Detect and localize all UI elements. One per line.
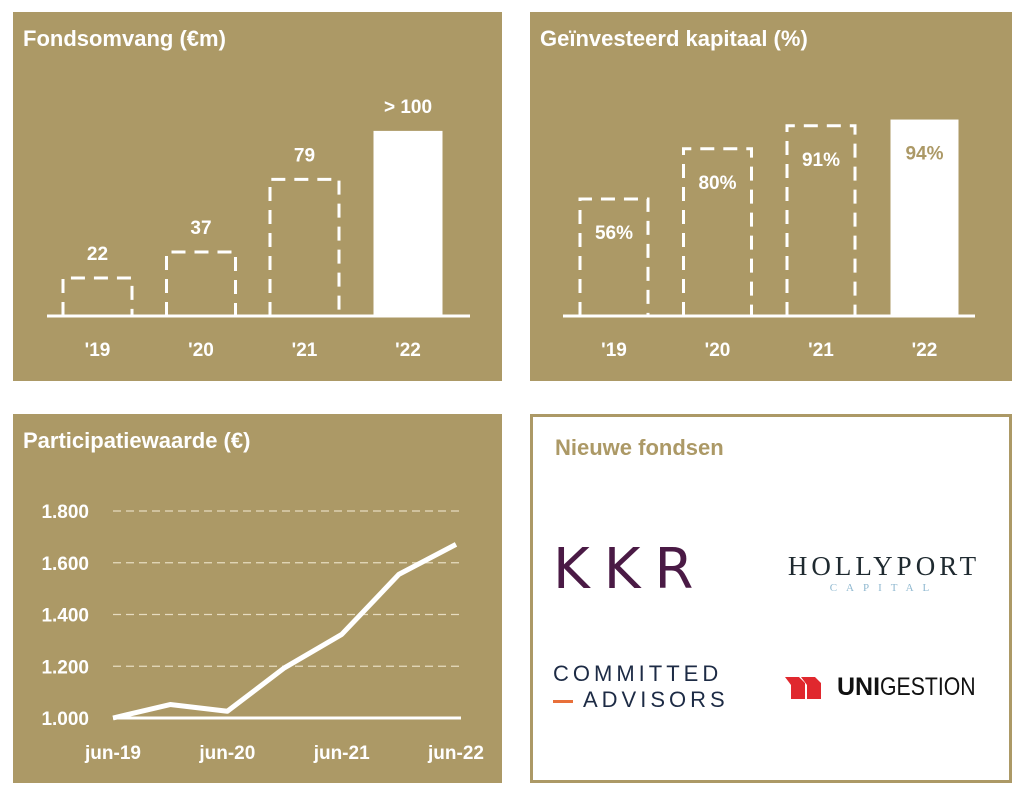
bar [578, 197, 650, 316]
data-label: 22 [87, 244, 108, 265]
participation-value-chart: 1.000 1.200 1.400 1.600 1.800 jun-19 jun-20 jun… [41, 502, 484, 764]
unigestion-logo: UNI GESTION [785, 673, 993, 702]
y-tick-label: 1.000 [41, 709, 89, 730]
x-tick-label: jun-22 [427, 743, 484, 764]
x-tick-label: '22 [395, 340, 421, 361]
data-label: 91% [802, 150, 840, 171]
hollyport-logo: HOLLYPORT CAPITAL [767, 551, 1001, 594]
fund-size-panel: Fondsomvang (€m) 22 '19 37 '20 79 '21 > 100 '22 [13, 12, 502, 381]
gestion-text: GESTION [880, 673, 976, 701]
x-tick-label: '21 [292, 340, 318, 361]
bar [268, 177, 341, 316]
y-tick-label: 1.800 [41, 502, 89, 523]
x-tick-label: jun-19 [84, 743, 141, 764]
data-label: 37 [190, 218, 211, 239]
y-tick-label: 1.400 [41, 606, 89, 627]
kkr-logo: KKR [553, 537, 708, 602]
invested-capital-title: Geïnvesteerd kapitaal (%) [540, 26, 808, 51]
data-label: 56% [595, 223, 633, 244]
orange-dash [553, 699, 573, 703]
series-line [112, 542, 458, 721]
y-tick-label: 1.200 [41, 657, 89, 678]
committed-line2: ADVISORS [583, 687, 729, 712]
bar [890, 119, 959, 316]
hollyport-sub: CAPITAL [829, 582, 939, 594]
bar [373, 130, 443, 316]
invested-capital-panel: Geïnvesteerd kapitaal (%) 56% '19 80% '20 91… [530, 12, 1012, 381]
x-tick-label: '19 [85, 340, 111, 361]
new-funds-panel: Nieuwe fondsen KKR HOLLYPORT CAPITAL COM… [530, 414, 1012, 783]
x-tick-label: '20 [705, 340, 731, 361]
fund-size-title: Fondsomvang (€m) [23, 26, 226, 51]
bar [61, 276, 134, 316]
data-label: 80% [698, 173, 736, 194]
committed-line1: COMMITTED [553, 661, 723, 686]
bar [785, 124, 857, 316]
participation-value-panel: Participatiewaarde (€) 1.000 1.200 1.400 1.… [13, 414, 502, 783]
data-label: > 100 [384, 97, 432, 118]
unigestion-mark-icon [785, 676, 821, 699]
x-tick-label: jun-21 [313, 743, 370, 764]
x-tick-label: jun-20 [198, 743, 255, 764]
committed-advisors-logo: COMMITTED ADVISORS [553, 661, 729, 713]
participation-value-title: Participatiewaarde (€) [23, 428, 251, 453]
hollyport-name: HOLLYPORT [787, 551, 981, 581]
x-tick-label: '19 [601, 340, 627, 361]
data-label: 94% [905, 144, 943, 165]
new-funds-title: Nieuwe fondsen [555, 435, 724, 460]
x-tick-label: '20 [188, 340, 214, 361]
bar [165, 250, 237, 316]
uni-text: UNI [837, 673, 881, 701]
y-tick-label: 1.600 [41, 554, 89, 575]
x-tick-label: '21 [808, 340, 834, 361]
invested-capital-chart: 56% '19 80% '20 91% '21 94% '22 [563, 119, 975, 361]
fund-size-chart: 22 '19 37 '20 79 '21 > 100 '22 [47, 97, 470, 361]
x-tick-label: '22 [912, 340, 938, 361]
data-label: 79 [294, 145, 315, 166]
